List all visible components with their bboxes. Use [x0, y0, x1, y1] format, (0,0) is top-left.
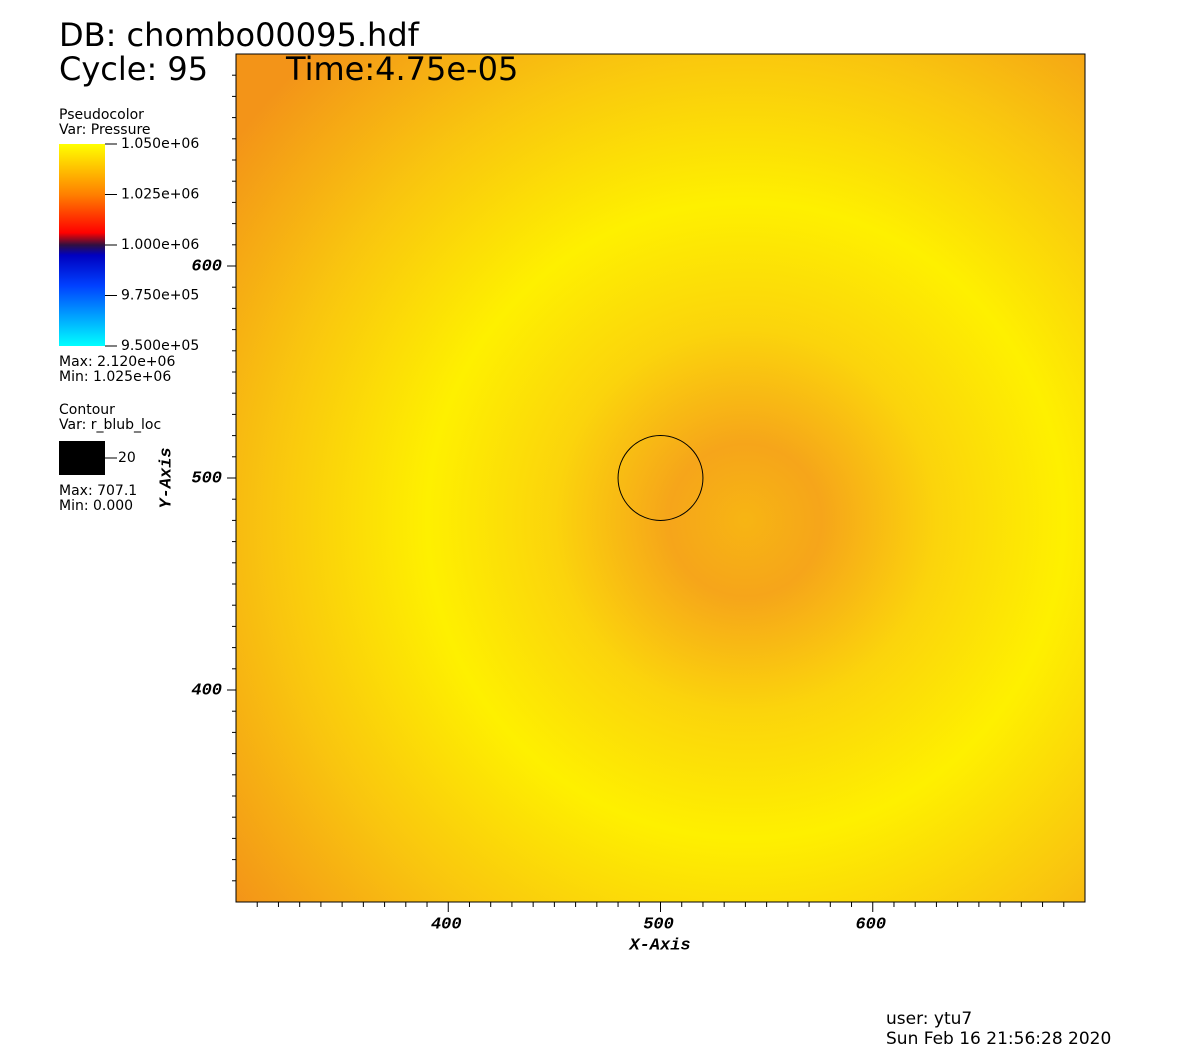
date-label: Sun Feb 16 21:56:28 2020 — [886, 1029, 1111, 1049]
time-label: Time:4.75e-05 — [285, 50, 518, 88]
contour-swatch — [59, 441, 105, 475]
y-tick-label: 400 — [191, 681, 222, 700]
legend-max: Max: 2.120e+06 — [59, 354, 175, 370]
cycle-label: Cycle: 95 — [59, 50, 208, 88]
colorbar-tick-label: 9.500e+05 — [121, 338, 199, 354]
legend-var: Var: Pressure — [59, 122, 151, 138]
colorbar-tick-label: 1.000e+06 — [121, 237, 199, 253]
pressure-field — [236, 54, 1085, 902]
contour-min: Min: 0.000 — [59, 498, 133, 514]
db-label: DB: chombo00095.hdf — [59, 16, 420, 54]
x-tick-label: 500 — [643, 915, 674, 934]
contour-title: Contour — [59, 402, 115, 418]
x-tick-label: 600 — [855, 915, 886, 934]
colorbar — [59, 144, 105, 346]
legend-min: Min: 1.025e+06 — [59, 369, 171, 385]
x-axis-label: X-Axis — [628, 936, 690, 955]
colorbar-tick-label: 1.025e+06 — [121, 187, 199, 203]
user-label: user: ytu7 — [886, 1009, 972, 1029]
x-tick-label: 400 — [431, 915, 462, 934]
contour-var: Var: r_blub_loc — [59, 417, 161, 433]
colorbar-tick-label: 1.050e+06 — [121, 136, 199, 152]
y-tick-label: 500 — [191, 469, 222, 488]
contour-line — [617, 435, 704, 521]
y-tick-label: 600 — [191, 257, 222, 276]
contour-level: 20 — [118, 450, 136, 466]
legend-title: Pseudocolor — [59, 107, 144, 123]
contour-max: Max: 707.1 — [59, 483, 137, 499]
y-axis-label: Y-Axis — [157, 447, 176, 508]
colorbar-tick-label: 9.750e+05 — [121, 288, 199, 304]
